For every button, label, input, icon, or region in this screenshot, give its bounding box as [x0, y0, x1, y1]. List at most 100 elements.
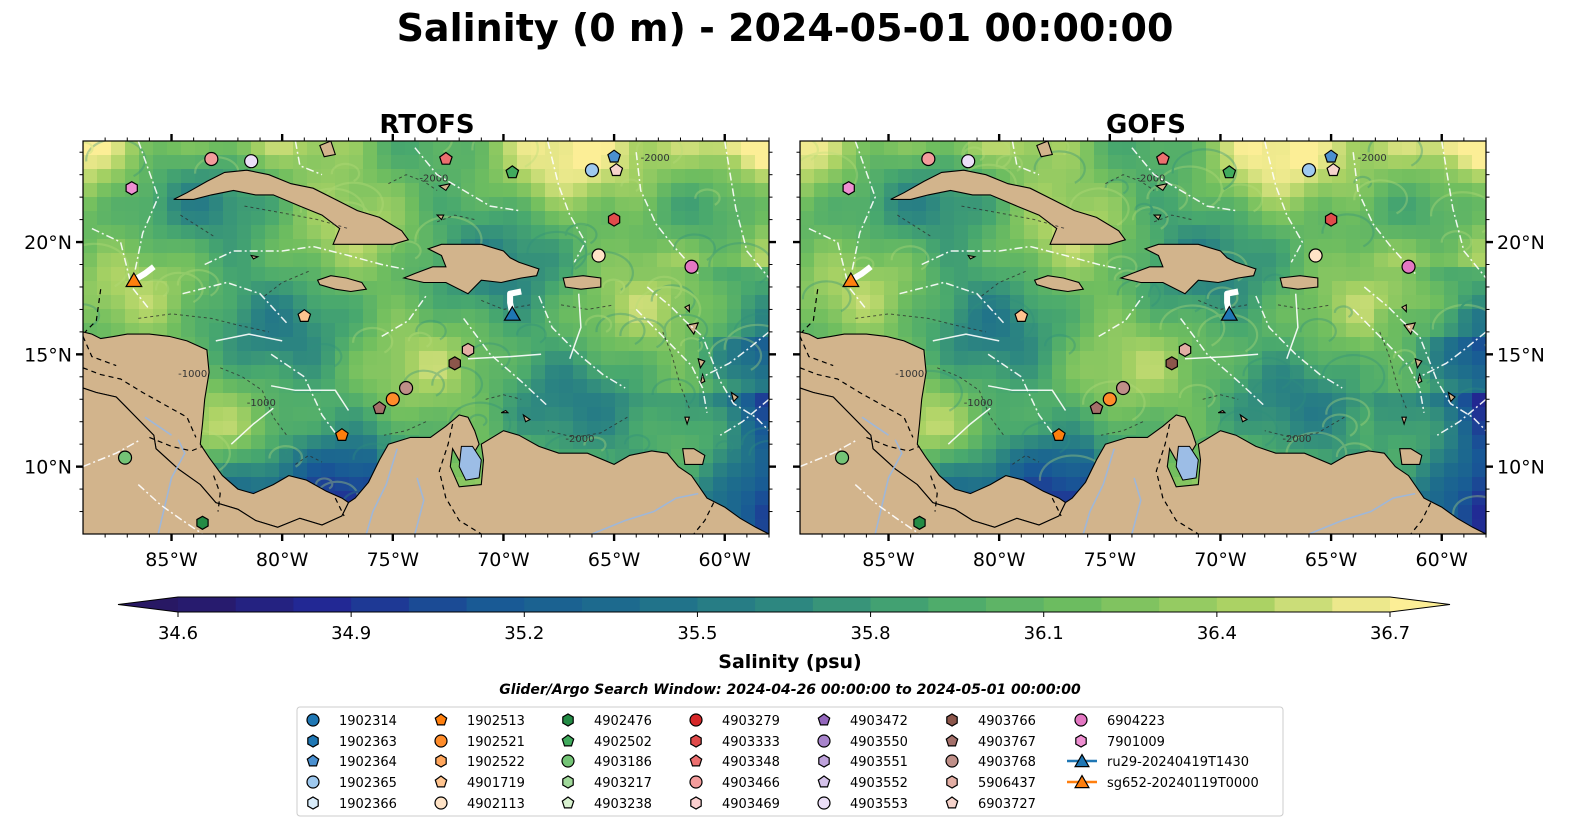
legend-marker-1902522 [435, 754, 447, 768]
legend-item: 1902513 [434, 713, 525, 729]
land-jamaica [1033, 275, 1085, 293]
x-tick-label: 75°W [1084, 549, 1137, 571]
float-4903466 [921, 151, 936, 167]
eez-line [1440, 141, 1486, 279]
glider-ru29-20240419T1430 [1220, 305, 1239, 321]
legend-label: 1902513 [467, 714, 525, 729]
legend-item: 4903469 [690, 796, 780, 812]
float-4903767 [1089, 400, 1104, 415]
colorbar-segment [928, 597, 987, 612]
bathy-label: -2000 [641, 153, 670, 164]
colorbar-tick-label: 35.2 [504, 623, 544, 644]
legend-label: 4903472 [850, 714, 908, 729]
bathy-contour [1264, 416, 1345, 438]
eez-boundaries [83, 141, 769, 534]
y-tick-label: 20°N [1497, 232, 1545, 254]
border [83, 336, 117, 367]
legend-label: 1902314 [339, 714, 397, 729]
legend-item: 4903553 [817, 796, 908, 812]
float-4901719 [297, 308, 312, 322]
legend-marker-1902521 [434, 734, 448, 748]
legend-marker-4903550 [817, 734, 831, 748]
land-southAmerica [83, 387, 769, 534]
border [800, 336, 834, 367]
eez-line [719, 398, 769, 436]
search-window-label: Glider/Argo Search Window: 2024-04-26 00… [499, 682, 1081, 698]
legend-item: 4903217 [562, 775, 652, 791]
eez-line [270, 385, 350, 411]
panel-gofs: GOFS -1000 -2000 -2000 -2000 -1000 85°W 80°W 75… [793, 110, 1545, 571]
float-1902521 [385, 392, 400, 407]
legend-item: 1902314 [306, 713, 397, 729]
bathy-contour [897, 214, 934, 239]
colorbar-label: Salinity (psu) [718, 651, 861, 673]
float-6903727 [1326, 162, 1341, 177]
colorbar-segment [1332, 597, 1391, 612]
colorbar-segment [351, 597, 410, 612]
eez-line [854, 484, 920, 534]
land-island [699, 372, 706, 385]
float-4903333 [607, 212, 621, 227]
colorbar-tick-label: 36.7 [1370, 623, 1410, 644]
float-6904223 [1401, 259, 1416, 274]
eez-line [635, 152, 699, 275]
x-tick-label: 85°W [862, 549, 915, 571]
y-tick-label: 10°N [1497, 457, 1545, 479]
colorbar: 34.6 34.9 35.2 35.5 35.8 36.1 36.4 36.7 [117, 596, 1451, 644]
land [83, 141, 769, 534]
river [874, 439, 903, 534]
legend-marker-7901009 [1075, 734, 1087, 748]
eez-line [538, 295, 626, 389]
eez-line [546, 141, 587, 263]
land-island [1414, 357, 1423, 370]
land-trinidad [682, 448, 706, 465]
country-borders [83, 289, 715, 534]
border [693, 502, 715, 534]
x-tick-label: 80°W [256, 549, 309, 571]
x-tick-label: 65°W [1305, 549, 1358, 571]
float-4902113 [591, 248, 606, 263]
legend-label: 1902522 [467, 755, 525, 770]
eez-line [800, 439, 858, 468]
map-area: -1000 -2000 -2000 -2000 -1000 [800, 141, 1486, 534]
bathy-label: -1000 [895, 369, 924, 380]
legend-label: 6903727 [978, 797, 1036, 812]
bathy-contour [220, 367, 288, 436]
float-4903466 [204, 151, 219, 167]
land-island [967, 254, 977, 260]
legend-item: 1902521 [434, 734, 525, 750]
eez-line [182, 281, 288, 324]
legend-label: 4903217 [594, 776, 652, 791]
bathymetry-contours [855, 174, 1407, 465]
river [1131, 477, 1142, 534]
lake-maracaibo [458, 445, 482, 481]
colorbar-segment [697, 597, 756, 612]
legend-marker-4903551 [818, 754, 830, 768]
float-5906437 [461, 342, 475, 358]
land-island [1400, 303, 1407, 314]
float-4903348 [1155, 151, 1170, 165]
legend-label: 1902521 [467, 735, 525, 750]
bathy-contour [1153, 214, 1192, 223]
bathy-label: -1000 [178, 369, 207, 380]
glider-track [132, 264, 156, 283]
bathy-contour [560, 304, 615, 310]
legend-marker-4903466 [689, 775, 703, 789]
float-4903766 [448, 356, 461, 371]
eez-line [83, 439, 141, 468]
float-1902513 [1051, 427, 1066, 441]
bathy-contour [1202, 394, 1239, 400]
legend-item: 1902364 [306, 754, 397, 770]
colorbar-extend-high [1390, 597, 1450, 612]
colorbar-segment [1274, 597, 1333, 612]
colorbar-segment [293, 597, 352, 612]
legend: 1902314 1902363 1902364 1902365 1902366 19025… [296, 706, 1284, 817]
land-andros [1036, 141, 1054, 158]
legend-marker-1902314 [306, 713, 320, 727]
float-4902476 [913, 515, 926, 530]
bathy-contour [481, 299, 531, 310]
panel-title-rtofs: RTOFS [379, 110, 474, 140]
land-island [686, 322, 700, 336]
bathy-contour [662, 331, 690, 409]
border [1051, 497, 1062, 517]
